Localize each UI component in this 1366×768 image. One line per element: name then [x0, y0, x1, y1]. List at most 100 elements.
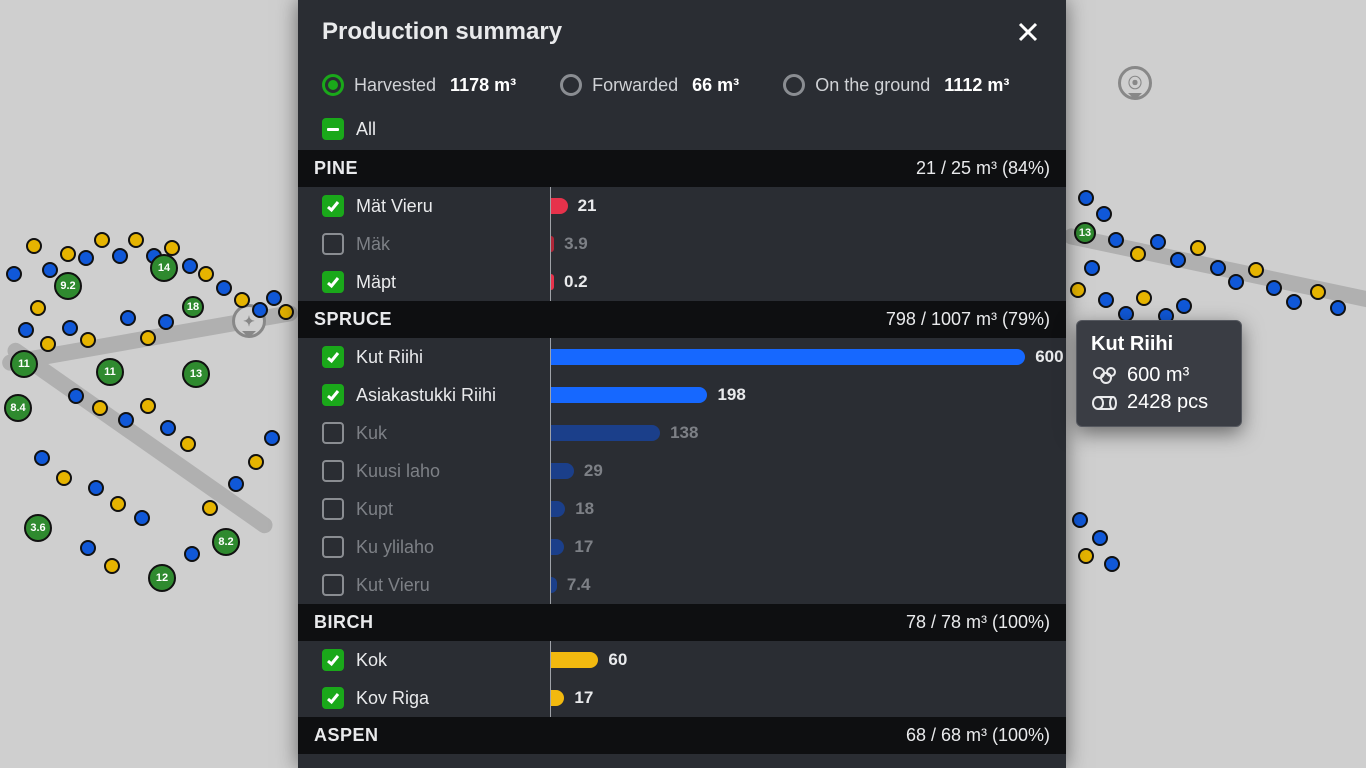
map-data-point — [278, 304, 294, 320]
map-data-point — [184, 546, 200, 562]
item-tooltip: Kut Riihi 600 m³ 2428 pcs — [1076, 320, 1242, 427]
mode-label: On the ground — [815, 75, 930, 96]
bar — [551, 387, 707, 403]
group-header[interactable]: ASPEN 68 / 68 m³ (100%) — [298, 717, 1066, 754]
item-checkbox[interactable] — [322, 498, 344, 520]
item-checkbox[interactable] — [322, 649, 344, 671]
bar — [551, 539, 564, 555]
map-data-point — [1104, 556, 1120, 572]
pieces-icon — [1091, 392, 1117, 414]
bar-value: 3.9 — [564, 234, 588, 254]
bar-value: 18 — [575, 499, 594, 519]
item-name: Kok — [356, 650, 387, 671]
volume-icon — [1091, 365, 1117, 387]
map-data-point — [248, 454, 264, 470]
bar-cell: 17 — [550, 528, 1066, 566]
item-row: Kov Riga 17 — [298, 679, 1066, 717]
bar — [551, 274, 554, 290]
item-checkbox[interactable] — [322, 536, 344, 558]
item-checkbox[interactable] — [322, 195, 344, 217]
item-name: Kov Riga — [356, 688, 429, 709]
group-header[interactable]: BIRCH 78 / 78 m³ (100%) — [298, 604, 1066, 641]
map-data-point — [234, 292, 250, 308]
item-name: Kuusi laho — [356, 461, 440, 482]
map-data-point — [62, 320, 78, 336]
item-row: Kuusi laho 29 — [298, 452, 1066, 490]
radio-icon — [783, 74, 805, 96]
mode-value: 1178 m³ — [450, 75, 516, 96]
map-data-point — [1330, 300, 1346, 316]
item-name: Mät Vieru — [356, 196, 433, 217]
map-data-point — [1286, 294, 1302, 310]
item-row: Mät Vieru 21 — [298, 187, 1066, 225]
map-data-point — [60, 246, 76, 262]
bar-cell: 29 — [550, 452, 1066, 490]
item-checkbox[interactable] — [322, 687, 344, 709]
item-name: Kupt — [356, 499, 393, 520]
radio-icon — [322, 74, 344, 96]
item-name: Kut Riihi — [356, 347, 423, 368]
item-row: Kuk 138 — [298, 414, 1066, 452]
tooltip-volume: 600 m³ — [1127, 364, 1189, 387]
bar-value: 0.2 — [564, 272, 588, 292]
map-data-point — [6, 266, 22, 282]
mode-ground[interactable]: On the ground 1112 m³ — [783, 74, 1009, 96]
item-name: Mäk — [356, 234, 390, 255]
item-row: Kut Riihi 600 — [298, 338, 1066, 376]
radio-icon — [560, 74, 582, 96]
map-data-point — [1072, 512, 1088, 528]
mode-harvested[interactable]: Harvested 1178 m³ — [322, 74, 516, 96]
group-header[interactable]: PINE 21 / 25 m³ (84%) — [298, 150, 1066, 187]
bar-cell: 198 — [550, 376, 1066, 414]
group-name: PINE — [314, 158, 358, 179]
map-data-point — [120, 310, 136, 326]
item-checkbox[interactable] — [322, 346, 344, 368]
groups-list: PINE 21 / 25 m³ (84%) Mät Vieru 21 Mäk 3… — [298, 150, 1066, 768]
map-data-point — [1136, 290, 1152, 306]
mode-forwarded[interactable]: Forwarded 66 m³ — [560, 74, 739, 96]
map-data-point: 13 — [182, 360, 210, 388]
bar-value: 198 — [717, 385, 745, 405]
item-row: Kupt 18 — [298, 490, 1066, 528]
bar — [551, 198, 568, 214]
group-name: BIRCH — [314, 612, 374, 633]
tooltip-pieces: 2428 pcs — [1127, 391, 1208, 414]
item-row: Kut Vieru 7.4 — [298, 566, 1066, 604]
map-data-point — [160, 420, 176, 436]
item-name: Kuk — [356, 423, 387, 444]
bar-cell: 18 — [550, 490, 1066, 528]
select-all-checkbox[interactable] — [322, 118, 344, 140]
map-data-point — [40, 336, 56, 352]
map-data-point — [1228, 274, 1244, 290]
group-stats: 798 / 1007 m³ (79%) — [886, 309, 1050, 330]
map-data-point — [158, 314, 174, 330]
item-checkbox[interactable] — [322, 384, 344, 406]
map-data-point — [1078, 548, 1094, 564]
item-checkbox[interactable] — [322, 271, 344, 293]
map-data-point: 11 — [96, 358, 124, 386]
bar-value: 17 — [574, 688, 593, 708]
map-data-point — [216, 280, 232, 296]
close-button[interactable] — [1014, 18, 1042, 46]
item-checkbox[interactable] — [322, 460, 344, 482]
group-header[interactable]: SPRUCE 798 / 1007 m³ (79%) — [298, 301, 1066, 338]
map-data-point — [56, 470, 72, 486]
mode-label: Forwarded — [592, 75, 678, 96]
map-data-point — [1084, 260, 1100, 276]
item-checkbox[interactable] — [322, 574, 344, 596]
item-checkbox[interactable] — [322, 422, 344, 444]
map-data-point — [228, 476, 244, 492]
item-checkbox[interactable] — [322, 233, 344, 255]
map-pin-icon: ⦿ — [1118, 66, 1152, 100]
map-data-point — [78, 250, 94, 266]
map-data-point — [134, 510, 150, 526]
map-data-point: 18 — [182, 296, 204, 318]
bar-cell: 3.9 — [550, 225, 1066, 263]
bar — [551, 501, 565, 517]
bar-cell: 21 — [550, 187, 1066, 225]
bar-cell: 138 — [550, 414, 1066, 452]
map-data-point: 8.4 — [4, 394, 32, 422]
item-name: Ku ylilaho — [356, 537, 434, 558]
map-data-point — [1098, 292, 1114, 308]
item-row: Kok 60 — [298, 641, 1066, 679]
